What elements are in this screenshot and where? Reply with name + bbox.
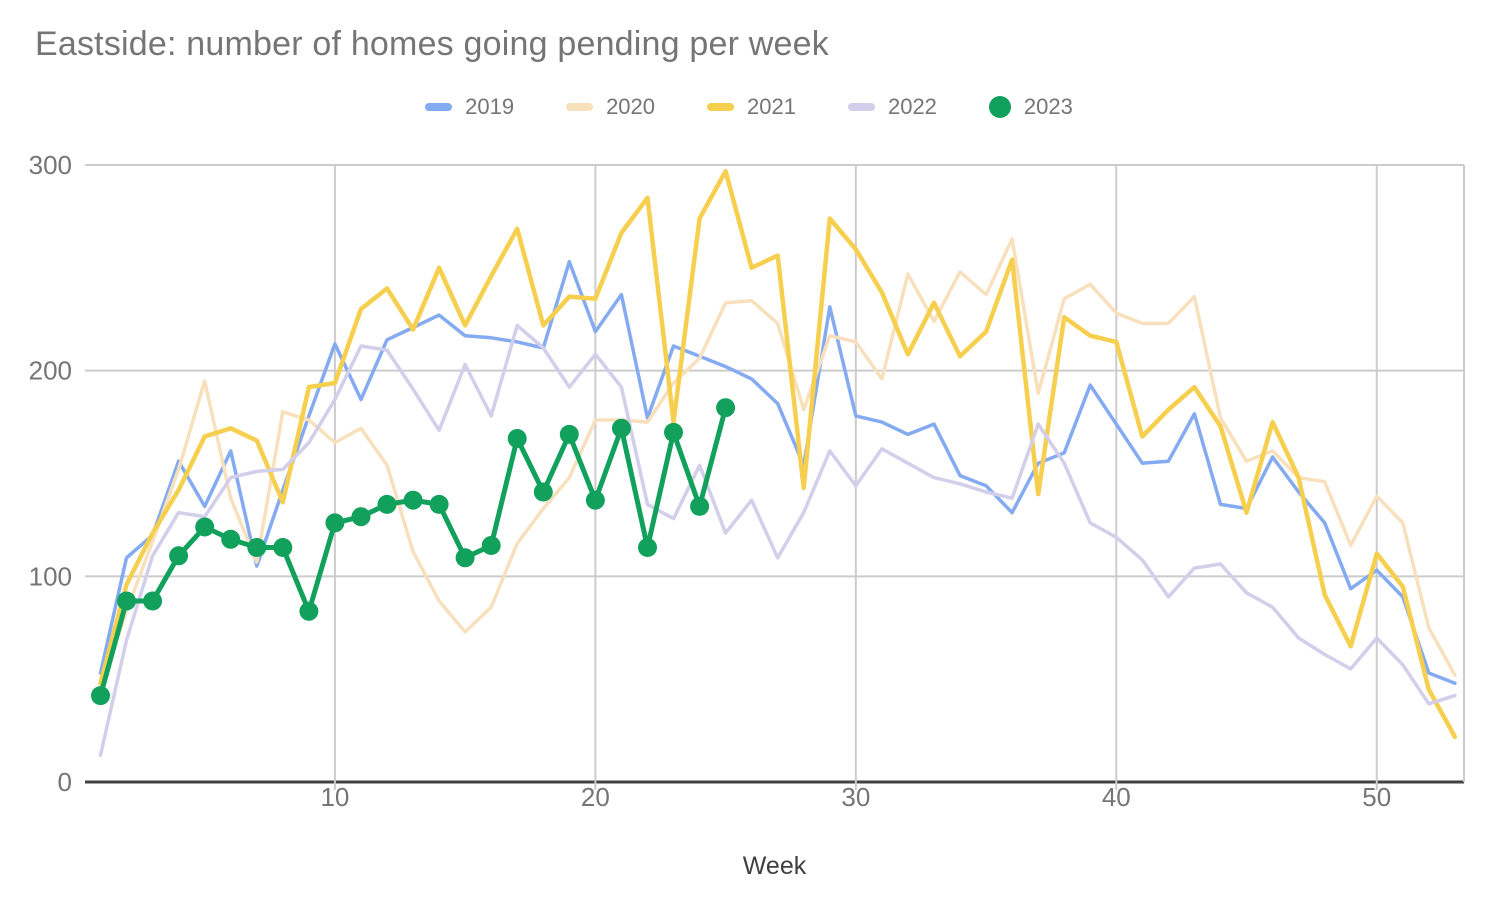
legend-label-2023: 2023	[1023, 94, 1073, 119]
data-point-2023-week-13[interactable]	[403, 490, 423, 510]
x-tick-label: 10	[320, 782, 349, 812]
legend-item-2020[interactable]: 2020	[566, 94, 655, 120]
x-tick-label: 40	[1102, 782, 1131, 812]
series-line-2019[interactable]	[98, 259, 1457, 686]
legend-item-2023[interactable]: 2023	[988, 94, 1073, 120]
data-point-2023-week-24[interactable]	[690, 496, 710, 516]
data-point-2023-week-22[interactable]	[638, 538, 657, 557]
legend-item-2021[interactable]: 2021	[707, 94, 796, 120]
x-axis-title: Week	[743, 852, 807, 880]
y-tick-label: 200	[29, 356, 72, 386]
legend-label-2022: 2022	[887, 94, 937, 119]
data-point-2023-week-5[interactable]	[195, 517, 215, 537]
chart-legend: 2019 2020 2021 2022 2023	[0, 94, 1498, 120]
x-tick-label: 30	[841, 782, 870, 812]
data-point-2023-week-3[interactable]	[143, 591, 163, 611]
chart-title: Eastside: number of homes going pending …	[35, 25, 829, 63]
series-line-2020[interactable]	[98, 237, 1457, 690]
series-line-2021[interactable]	[98, 168, 1458, 740]
legend-dash-swatch-2019	[425, 103, 453, 111]
data-point-2023-week-15[interactable]	[455, 548, 475, 568]
data-point-2023-week-19[interactable]	[559, 424, 579, 444]
data-point-2023-week-10[interactable]	[325, 513, 345, 533]
y-tick-label: 0	[58, 767, 72, 797]
data-point-2023-week-17[interactable]	[507, 429, 527, 448]
data-point-2023-week-1[interactable]	[91, 686, 110, 706]
legend-dash-swatch-2022	[847, 103, 875, 111]
data-point-2023-week-2[interactable]	[117, 591, 136, 611]
legend-item-2022[interactable]: 2022	[847, 94, 937, 120]
legend-label-2019: 2019	[465, 94, 515, 119]
legend-label-2021: 2021	[747, 94, 796, 119]
data-point-2023-week-9[interactable]	[299, 601, 319, 621]
x-tick-label: 20	[581, 782, 610, 812]
y-tick-label: 300	[29, 150, 72, 180]
data-point-2023-week-25[interactable]	[716, 398, 736, 418]
data-point-2023-week-20[interactable]	[585, 490, 605, 510]
data-point-2023-week-8[interactable]	[273, 538, 293, 557]
series-line-2022[interactable]	[98, 323, 1457, 758]
legend-dash-swatch-2020	[566, 103, 594, 111]
data-point-2023-week-12[interactable]	[377, 494, 397, 514]
legend-label-2020: 2020	[606, 94, 656, 119]
legend-circle-swatch-2023	[988, 96, 1011, 118]
data-point-2023-week-14[interactable]	[429, 494, 449, 514]
data-point-2023-week-4[interactable]	[169, 546, 189, 566]
data-point-2023-week-23[interactable]	[664, 422, 683, 442]
data-point-2023-week-16[interactable]	[481, 536, 501, 555]
x-tick-label: 50	[1362, 782, 1391, 812]
data-point-2023-week-11[interactable]	[351, 507, 371, 527]
data-point-2023-week-6[interactable]	[221, 529, 241, 549]
y-tick-label: 100	[29, 561, 72, 591]
data-point-2023-week-7[interactable]	[247, 538, 267, 557]
data-point-2023-week-18[interactable]	[533, 482, 553, 502]
legend-dash-swatch-2021	[707, 103, 735, 111]
legend-item-2019[interactable]: 2019	[425, 94, 514, 120]
data-point-2023-week-21[interactable]	[611, 418, 631, 438]
